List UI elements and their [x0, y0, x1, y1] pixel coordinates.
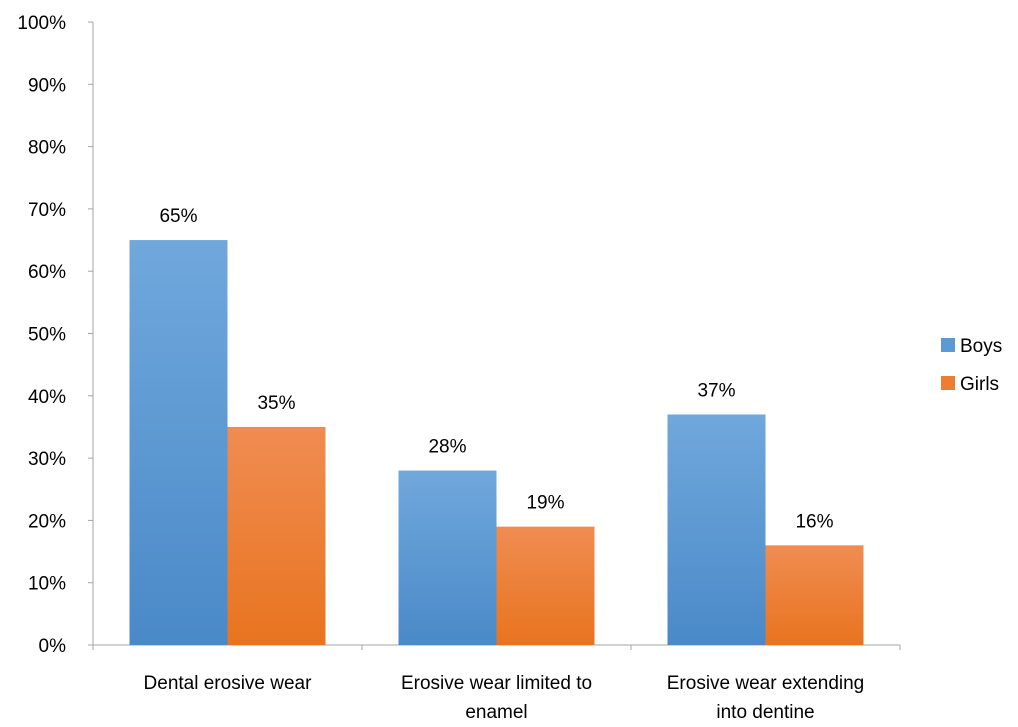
bar-girls: [496, 526, 595, 645]
y-tick-label: 10%: [28, 574, 66, 595]
legend-swatch-girls: [941, 376, 955, 390]
legend-label: Girls: [960, 374, 999, 395]
y-tick-label: 90%: [28, 75, 66, 96]
x-category-label: Erosive wear limited to: [401, 673, 592, 694]
data-label: 35%: [257, 393, 295, 414]
axes: 0% 10% 20% 30% 40% 50% 60% 70% 80% 90% 100% Dental …: [17, 13, 901, 723]
data-labels: 65% 35% 28% 19% 37% 16%: [159, 206, 833, 532]
bar-boys: [398, 470, 497, 645]
bar-boys: [129, 240, 228, 646]
x-category-label: Dental erosive wear: [144, 673, 313, 694]
legend-label: Boys: [960, 336, 1002, 357]
x-category-label: Erosive wear extending: [667, 673, 865, 694]
legend-swatch-boys: [941, 338, 955, 352]
y-tick-label: 80%: [28, 138, 66, 159]
data-label: 16%: [795, 511, 833, 532]
y-tick-label: 30%: [28, 449, 66, 470]
data-label: 65%: [159, 206, 197, 227]
legend: Boys Girls: [941, 336, 1002, 395]
bar-girls: [765, 545, 864, 645]
y-tick-label: 60%: [28, 262, 66, 283]
y-tick-label: 0%: [39, 636, 67, 657]
y-tick-label: 70%: [28, 200, 66, 221]
y-tick-label: 100%: [17, 13, 66, 34]
x-category-label: into dentine: [716, 702, 814, 722]
y-tick-label: 20%: [28, 511, 66, 532]
data-label: 37%: [697, 380, 735, 401]
data-label: 19%: [526, 493, 564, 514]
bars: [129, 240, 864, 646]
bar-boys: [667, 414, 766, 645]
y-tick-label: 40%: [28, 387, 66, 408]
data-label: 28%: [428, 437, 466, 458]
x-category-label: enamel: [465, 702, 527, 722]
bar-girls: [227, 426, 326, 645]
y-tick-label: 50%: [28, 325, 66, 346]
